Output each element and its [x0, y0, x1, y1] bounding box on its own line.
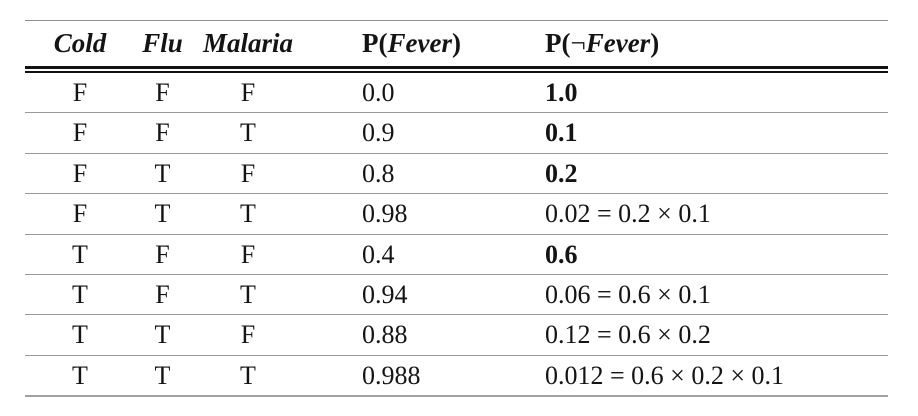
cell-flu: T	[154, 199, 171, 229]
p-open: P(	[362, 28, 388, 58]
cell-p-fever: 0.94	[362, 279, 408, 309]
cell-flu: T	[154, 158, 171, 188]
cell-malaria: F	[240, 78, 256, 107]
table-row: T F T 0.94 0.06 = 0.6 × 0.1	[25, 273, 888, 314]
p-open: P(	[545, 28, 571, 58]
cell-p-not-fever: 1.0	[545, 78, 578, 107]
column-header-flu: Flu	[142, 28, 183, 58]
cell-malaria: F	[240, 320, 256, 350]
cell-flu: F	[155, 239, 170, 269]
fever-var: Fever	[585, 28, 651, 58]
cell-p-fever: 0.88	[362, 320, 408, 350]
cell-p-not-fever: 0.6	[545, 239, 578, 269]
cell-p-fever: 0.98	[362, 199, 408, 229]
cell-cold: T	[72, 239, 88, 269]
cell-cold: F	[72, 158, 88, 188]
column-header-p-not-fever: P(¬Fever)	[545, 28, 888, 59]
cell-cold: T	[72, 279, 88, 309]
fever-var: Fever	[387, 28, 452, 58]
cell-p-fever: 0.9	[362, 118, 395, 148]
cell-malaria: F	[240, 239, 256, 269]
cell-p-fever: 0.0	[362, 78, 395, 107]
table-row: T T T 0.988 0.012 = 0.6 × 0.2 × 0.1	[25, 354, 888, 395]
cell-p-not-fever: 0.02 = 0.2 × 0.1	[545, 199, 711, 229]
cell-p-not-fever: 0.06 = 0.6 × 0.1	[545, 279, 711, 309]
cell-flu: F	[155, 118, 170, 148]
cell-p-fever: 0.8	[362, 158, 395, 188]
cell-flu: F	[155, 78, 170, 107]
table-row: F T F 0.8 0.2	[25, 152, 888, 193]
negation-symbol: ¬	[570, 28, 586, 58]
cell-malaria: T	[240, 199, 256, 229]
column-header-cold: Cold	[53, 28, 107, 58]
probability-table: Cold Flu Malaria P(Fever) P(¬Fever) F F …	[25, 20, 888, 398]
table-header-row: Cold Flu Malaria P(Fever) P(¬Fever)	[25, 21, 888, 66]
cell-cold: T	[72, 360, 88, 390]
p-close: )	[650, 28, 660, 58]
header-double-rule	[25, 66, 888, 73]
table-row: F T T 0.98 0.02 = 0.2 × 0.1	[25, 193, 888, 233]
cell-cold: F	[72, 78, 88, 107]
cell-p-not-fever: 0.12 = 0.6 × 0.2	[545, 320, 711, 350]
cell-malaria: T	[240, 118, 256, 148]
cell-malaria: T	[240, 279, 256, 309]
cell-malaria: F	[240, 158, 256, 188]
cell-malaria: T	[240, 360, 256, 390]
table-row: T F F 0.4 0.6	[25, 233, 888, 274]
cell-p-not-fever: 0.2	[545, 158, 578, 188]
column-header-malaria: Malaria	[202, 28, 294, 58]
cell-flu: T	[154, 360, 171, 390]
cell-p-not-fever: 0.1	[545, 118, 578, 148]
p-close: )	[451, 28, 461, 58]
table-row: F F T 0.9 0.1	[25, 112, 888, 152]
cell-flu: T	[154, 320, 171, 350]
table-row: T T F 0.88 0.12 = 0.6 × 0.2	[25, 314, 888, 354]
cell-p-not-fever: 0.012 = 0.6 × 0.2 × 0.1	[545, 360, 784, 390]
cell-cold: T	[72, 320, 88, 350]
cell-p-fever: 0.988	[362, 360, 421, 390]
column-header-p-fever: P(Fever)	[306, 28, 545, 59]
cell-cold: F	[72, 199, 88, 229]
cell-cold: F	[72, 118, 88, 148]
cell-p-fever: 0.4	[362, 239, 395, 269]
cell-flu: F	[155, 279, 170, 309]
table-row: F F F 0.0 1.0	[25, 73, 888, 112]
